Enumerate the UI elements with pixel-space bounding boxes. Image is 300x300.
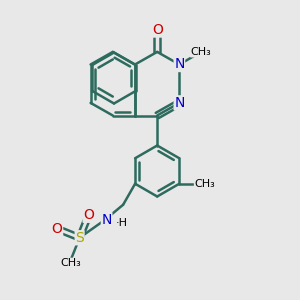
Text: N: N <box>101 213 112 227</box>
Text: S: S <box>75 231 84 245</box>
Text: CH₃: CH₃ <box>194 179 215 189</box>
Text: CH₃: CH₃ <box>190 47 212 57</box>
Text: ·H: ·H <box>116 218 128 228</box>
Text: CH₃: CH₃ <box>60 258 81 268</box>
Text: O: O <box>83 208 94 222</box>
Text: N: N <box>174 96 184 110</box>
Text: N: N <box>174 58 184 71</box>
Text: O: O <box>152 23 163 37</box>
Text: O: O <box>52 222 63 236</box>
